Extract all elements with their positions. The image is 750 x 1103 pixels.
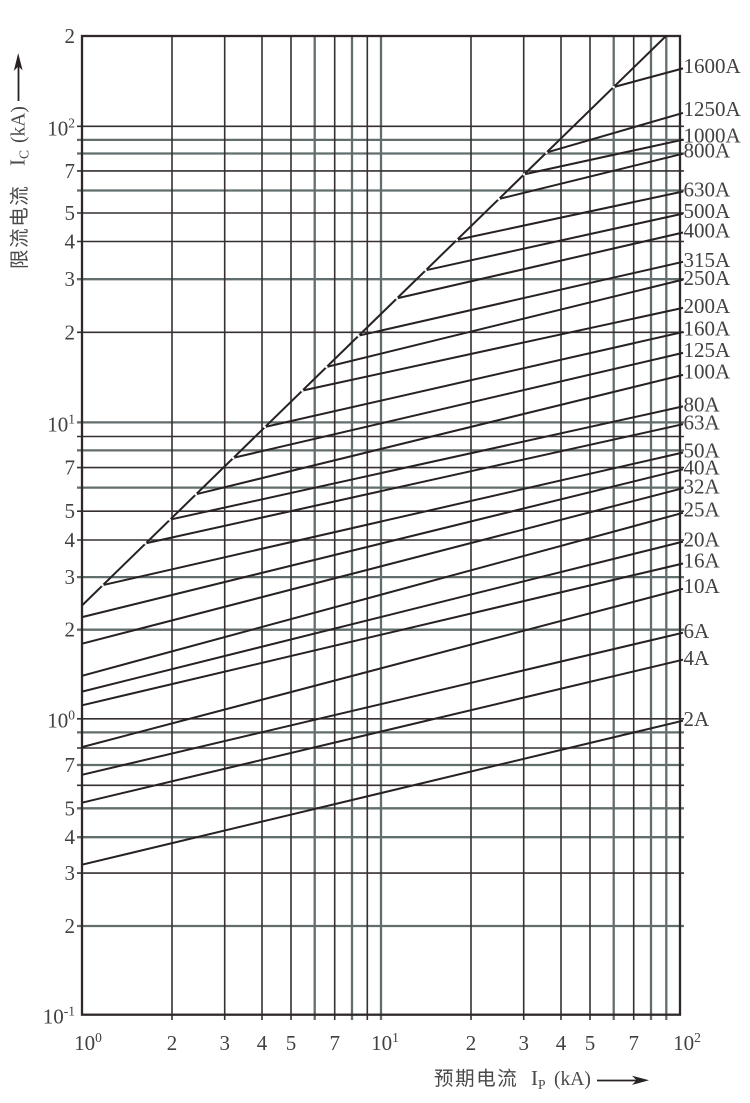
svg-text:2: 2 bbox=[65, 618, 76, 642]
svg-text:250A: 250A bbox=[684, 266, 732, 290]
svg-text:2: 2 bbox=[167, 1031, 178, 1055]
svg-text:500A: 500A bbox=[684, 199, 732, 223]
svg-text:400A: 400A bbox=[684, 219, 732, 243]
svg-text:2: 2 bbox=[466, 1031, 477, 1055]
svg-text:(kA): (kA) bbox=[9, 106, 30, 143]
svg-text:80A: 80A bbox=[684, 393, 721, 417]
svg-text:100A: 100A bbox=[684, 360, 732, 384]
svg-text:4: 4 bbox=[65, 528, 76, 552]
svg-text:125A: 125A bbox=[684, 338, 732, 362]
svg-text:5: 5 bbox=[65, 201, 76, 225]
svg-text:50A: 50A bbox=[684, 439, 721, 463]
svg-text:7: 7 bbox=[628, 1031, 639, 1055]
svg-text:6A: 6A bbox=[684, 619, 711, 643]
svg-text:3: 3 bbox=[219, 1031, 230, 1055]
svg-text:315A: 315A bbox=[684, 248, 732, 272]
svg-text:2: 2 bbox=[65, 24, 76, 48]
svg-text:7: 7 bbox=[65, 159, 76, 183]
svg-text:160A: 160A bbox=[684, 317, 732, 341]
svg-text:预期电流: 预期电流 bbox=[434, 1068, 518, 1090]
svg-text:630A: 630A bbox=[684, 178, 732, 202]
svg-text:4: 4 bbox=[65, 825, 76, 849]
svg-text:7: 7 bbox=[329, 1031, 340, 1055]
svg-text:2: 2 bbox=[65, 320, 76, 344]
svg-text:4: 4 bbox=[65, 230, 76, 254]
svg-text:4: 4 bbox=[257, 1031, 268, 1055]
svg-text:16A: 16A bbox=[684, 549, 721, 573]
svg-text:1600A: 1600A bbox=[684, 54, 742, 78]
svg-text:5: 5 bbox=[585, 1031, 596, 1055]
svg-text:7: 7 bbox=[65, 456, 76, 480]
svg-text:2A: 2A bbox=[684, 707, 711, 731]
svg-text:3: 3 bbox=[65, 267, 76, 291]
svg-text:4: 4 bbox=[556, 1031, 567, 1055]
svg-text:5: 5 bbox=[286, 1031, 297, 1055]
svg-text:800A: 800A bbox=[684, 139, 732, 163]
svg-text:7: 7 bbox=[65, 753, 76, 777]
svg-text:20A: 20A bbox=[684, 528, 721, 552]
svg-text:40A: 40A bbox=[684, 456, 721, 480]
svg-text:3: 3 bbox=[518, 1031, 529, 1055]
svg-text:1250A: 1250A bbox=[684, 97, 742, 121]
svg-text:4A: 4A bbox=[684, 646, 711, 670]
svg-text:63A: 63A bbox=[684, 411, 721, 435]
svg-text:5: 5 bbox=[65, 796, 76, 820]
svg-text:1000A: 1000A bbox=[684, 124, 742, 148]
svg-text:2: 2 bbox=[65, 914, 76, 938]
svg-text:限流电流: 限流电流 bbox=[9, 185, 31, 269]
svg-text:32A: 32A bbox=[684, 475, 721, 499]
svg-text:102: 102 bbox=[673, 1030, 701, 1055]
svg-text:3: 3 bbox=[65, 565, 76, 589]
svg-text:(kA): (kA) bbox=[554, 1069, 591, 1090]
svg-text:200A: 200A bbox=[684, 294, 732, 318]
svg-text:5: 5 bbox=[65, 499, 76, 523]
svg-text:10A: 10A bbox=[684, 574, 721, 598]
svg-text:25A: 25A bbox=[684, 498, 721, 522]
svg-text:3: 3 bbox=[65, 861, 76, 885]
